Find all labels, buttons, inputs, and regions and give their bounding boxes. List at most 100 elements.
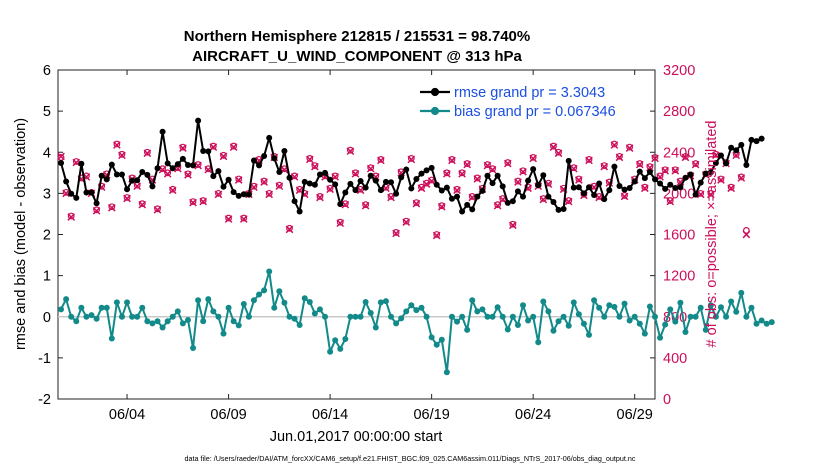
bias-point	[570, 299, 577, 306]
rmse-point	[428, 164, 435, 171]
obs-assimilated-point	[493, 201, 502, 210]
rmse-point	[616, 182, 623, 189]
rmse-point	[388, 179, 395, 186]
obs-assimilated-point	[361, 201, 370, 210]
obs-possible-point	[67, 212, 75, 220]
x-tick-label: 06/14	[312, 407, 348, 423]
rmse-point	[494, 172, 501, 179]
obs-assimilated-stroke	[224, 215, 233, 223]
bias-point	[316, 306, 323, 313]
rmse-point	[459, 208, 466, 215]
bias-point	[347, 313, 354, 320]
bias-point	[134, 313, 141, 320]
obs-assimilated-stroke	[62, 189, 70, 198]
bias-point	[702, 326, 709, 333]
rmse-point	[697, 179, 704, 186]
obs-possible-point	[473, 174, 481, 182]
obs-assimilated-stroke	[143, 149, 152, 158]
bias-point	[763, 320, 770, 327]
obs-possible-point	[514, 177, 522, 185]
obs-possible-point	[600, 162, 608, 170]
rmse-point	[103, 176, 110, 183]
bias-point	[580, 320, 587, 327]
obs-possible-point	[509, 220, 517, 228]
x-axis: 06/04 06/09 06/14 06/19 06/24 06/29	[109, 70, 653, 423]
rmse-point	[403, 166, 410, 173]
bias-point	[139, 304, 146, 311]
rmse-point	[393, 190, 400, 197]
obs-assimilated-stroke	[585, 156, 593, 165]
obs-assimilated-stroke	[123, 194, 131, 203]
obs-assimilated-stroke	[564, 197, 573, 206]
obs-assimilated-stroke	[179, 144, 187, 152]
obs-assimilated-point	[305, 155, 314, 164]
obs-possible-point	[742, 226, 750, 234]
bias-point	[540, 298, 547, 305]
rmse-point	[113, 171, 120, 178]
rmse-point	[743, 161, 750, 168]
obs-assimilated-point	[113, 141, 121, 149]
obs-possible-point	[727, 183, 735, 191]
left-y-tick-label: 2	[43, 228, 51, 244]
left-y-tick-label: -2	[38, 392, 51, 408]
rmse-point	[98, 172, 105, 179]
bias-point	[433, 341, 440, 348]
bias-point	[454, 318, 461, 325]
obs-assimilated-stroke	[681, 153, 690, 162]
rmse-point	[631, 178, 638, 185]
obs-assimilated-stroke	[712, 151, 720, 160]
bias-point	[586, 331, 593, 338]
bias-point	[154, 318, 161, 325]
rmse-point	[717, 152, 724, 159]
obs-possible-point	[610, 140, 618, 148]
bias-point	[601, 313, 608, 320]
bias-point	[179, 320, 186, 327]
obs-assimilated-point	[661, 166, 669, 175]
obs-assimilated-point	[219, 152, 228, 161]
obs-assimilated-point	[691, 160, 700, 169]
obs-assimilated-stroke	[326, 185, 334, 194]
obs-assimilated-stroke	[641, 184, 649, 193]
obs-assimilated-stroke	[646, 163, 654, 172]
obs-assimilated-point	[402, 218, 411, 226]
rmse-point	[687, 171, 694, 178]
obs-assimilated-point	[717, 176, 725, 184]
rmse-point	[443, 184, 450, 191]
obs-possible-point	[448, 156, 456, 163]
bias-point	[190, 345, 197, 352]
obs-possible-point	[387, 193, 395, 200]
bias-point	[68, 313, 75, 320]
obs-assimilated-point	[209, 143, 218, 151]
obs-assimilated-point	[564, 197, 573, 206]
bias-point	[240, 301, 247, 308]
obs-assimilated-point	[641, 184, 649, 193]
obs-possible-point	[626, 143, 634, 151]
bias-point	[220, 330, 227, 337]
bias-point	[662, 321, 669, 328]
obs-assimilated-point	[407, 155, 416, 164]
bias-point	[408, 302, 415, 309]
legend: rmse grand pr = 3.3043 bias grand pr = 0…	[416, 78, 650, 120]
bias-point	[646, 303, 653, 310]
rmse-point	[560, 206, 567, 213]
obs-possible-point	[555, 148, 562, 156]
bias-point	[479, 306, 486, 313]
obs-possible-point	[717, 175, 725, 183]
rmse-point	[454, 193, 461, 200]
bias-point	[504, 326, 511, 333]
legend-bias-label: bias grand pr = 0.067346	[454, 104, 616, 120]
obs-assimilated-point	[458, 170, 466, 178]
obs-assimilated-point	[468, 193, 477, 202]
rmse-point	[240, 191, 247, 198]
bias-point	[250, 297, 257, 304]
rmse-point	[342, 189, 349, 196]
rmse-point	[413, 175, 420, 182]
obs-assimilated-stroke	[620, 192, 629, 201]
obs-assimilated-stroke	[341, 200, 350, 209]
bias-point	[707, 302, 714, 309]
obs-assimilated-stroke	[519, 167, 527, 176]
left-y-tick-label: 4	[43, 145, 51, 161]
obs-assimilated-point	[422, 180, 431, 188]
obs-assimilated-stroke	[199, 197, 208, 206]
obs-possible-point	[565, 197, 573, 204]
